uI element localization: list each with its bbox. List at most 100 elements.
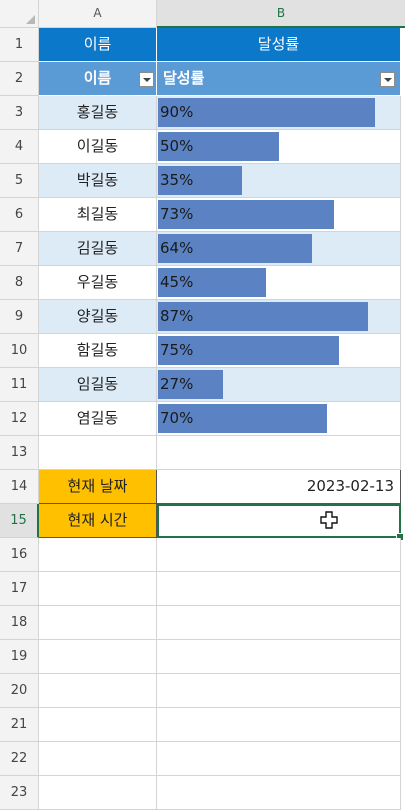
- empty-cell[interactable]: [157, 674, 401, 708]
- name-cell[interactable]: 김길동: [39, 232, 157, 266]
- rate-value: 64%: [160, 239, 194, 257]
- header-rate-label: 달성률: [163, 69, 205, 87]
- row-number[interactable]: 13: [0, 436, 39, 470]
- empty-cell[interactable]: [157, 538, 401, 572]
- name-cell[interactable]: 최길동: [39, 198, 157, 232]
- empty-cell[interactable]: [39, 640, 157, 674]
- row-number[interactable]: 7: [0, 232, 39, 266]
- name-cell[interactable]: 양길동: [39, 300, 157, 334]
- sheet-row: 13: [0, 436, 405, 470]
- row-number[interactable]: 12: [0, 402, 39, 436]
- name-cell[interactable]: 임길동: [39, 368, 157, 402]
- data-bar: [158, 98, 375, 127]
- sheet-row: 18: [0, 606, 405, 640]
- rate-cell[interactable]: 70%: [157, 402, 401, 436]
- current-time-label-cell[interactable]: 현재 시간: [39, 504, 157, 538]
- empty-cell[interactable]: [157, 640, 401, 674]
- header-name-cell[interactable]: 이름: [39, 62, 157, 96]
- sheet-row: 3 홍길동 90%: [0, 96, 405, 130]
- sheet-row: 8 우길동 45%: [0, 266, 405, 300]
- rate-cell[interactable]: 90%: [157, 96, 401, 130]
- sheet-row: 7 김길동 64%: [0, 232, 405, 266]
- rate-value: 73%: [160, 205, 194, 223]
- empty-cell[interactable]: [157, 742, 401, 776]
- name-cell[interactable]: 우길동: [39, 266, 157, 300]
- empty-cell[interactable]: [157, 436, 401, 470]
- empty-cell[interactable]: [157, 572, 401, 606]
- title-name-cell[interactable]: 이름: [39, 28, 157, 62]
- rate-cell[interactable]: 73%: [157, 198, 401, 232]
- row-number[interactable]: 10: [0, 334, 39, 368]
- rate-value: 90%: [160, 103, 194, 121]
- row-number[interactable]: 8: [0, 266, 39, 300]
- row-number[interactable]: 6: [0, 198, 39, 232]
- rate-cell[interactable]: 35%: [157, 164, 401, 198]
- row-number[interactable]: 2: [0, 62, 39, 96]
- empty-cell[interactable]: [39, 776, 157, 810]
- row-number[interactable]: 19: [0, 640, 39, 674]
- row-number[interactable]: 14: [0, 470, 39, 504]
- column-header-b[interactable]: B: [157, 0, 405, 28]
- rate-cell[interactable]: 75%: [157, 334, 401, 368]
- empty-cell[interactable]: [157, 708, 401, 742]
- empty-cell[interactable]: [39, 674, 157, 708]
- empty-cell[interactable]: [39, 572, 157, 606]
- row-number[interactable]: 9: [0, 300, 39, 334]
- row-number[interactable]: 21: [0, 708, 39, 742]
- empty-cell[interactable]: [39, 606, 157, 640]
- row-number[interactable]: 3: [0, 96, 39, 130]
- row-number[interactable]: 11: [0, 368, 39, 402]
- empty-cell[interactable]: [39, 708, 157, 742]
- row-number[interactable]: 22: [0, 742, 39, 776]
- current-date-value-cell[interactable]: 2023-02-13: [157, 470, 401, 504]
- rate-value: 45%: [160, 273, 194, 291]
- name-cell[interactable]: 박길동: [39, 164, 157, 198]
- data-bar: [158, 268, 266, 297]
- filter-dropdown-icon[interactable]: [139, 72, 154, 87]
- row-number[interactable]: 15: [0, 504, 39, 538]
- empty-cell[interactable]: [157, 776, 401, 810]
- sheet-row: 20: [0, 674, 405, 708]
- row-number[interactable]: 18: [0, 606, 39, 640]
- data-bar: [158, 302, 368, 331]
- name-cell[interactable]: 함길동: [39, 334, 157, 368]
- sheet-row: 23: [0, 776, 405, 810]
- rate-cell[interactable]: 50%: [157, 130, 401, 164]
- empty-cell[interactable]: [39, 742, 157, 776]
- row-number[interactable]: 5: [0, 164, 39, 198]
- empty-cell[interactable]: [39, 538, 157, 572]
- sheet-row: 11 임길동 27%: [0, 368, 405, 402]
- current-date-label-cell[interactable]: 현재 날짜: [39, 470, 157, 504]
- name-cell[interactable]: 홍길동: [39, 96, 157, 130]
- rate-cell[interactable]: 45%: [157, 266, 401, 300]
- rate-value: 75%: [160, 341, 194, 359]
- data-bar: [158, 132, 279, 161]
- rate-cell[interactable]: 87%: [157, 300, 401, 334]
- rate-value: 35%: [160, 171, 194, 189]
- row-number[interactable]: 23: [0, 776, 39, 810]
- name-cell[interactable]: 이길동: [39, 130, 157, 164]
- data-bar: [158, 166, 242, 195]
- data-bar: [158, 404, 327, 433]
- sheet-row: 17: [0, 572, 405, 606]
- row-number[interactable]: 17: [0, 572, 39, 606]
- current-time-value-cell[interactable]: [157, 504, 404, 541]
- title-rate-cell[interactable]: 달성률: [157, 28, 401, 62]
- rate-cell[interactable]: 27%: [157, 368, 401, 402]
- rate-cell[interactable]: 64%: [157, 232, 401, 266]
- row-number[interactable]: 1: [0, 28, 39, 62]
- column-header-a[interactable]: A: [39, 0, 157, 28]
- header-name-label: 이름: [83, 69, 112, 87]
- name-cell[interactable]: 염길동: [39, 402, 157, 436]
- row-number[interactable]: 4: [0, 130, 39, 164]
- filter-dropdown-icon[interactable]: [380, 72, 395, 87]
- row-number[interactable]: 16: [0, 538, 39, 572]
- row-number[interactable]: 20: [0, 674, 39, 708]
- empty-cell[interactable]: [157, 606, 401, 640]
- data-bar: [158, 200, 334, 229]
- header-rate-cell[interactable]: 달성률: [157, 62, 401, 96]
- empty-cell[interactable]: [39, 436, 157, 470]
- select-all-corner[interactable]: [0, 0, 39, 28]
- rate-value: 50%: [160, 137, 194, 155]
- sheet-row: 10 함길동 75%: [0, 334, 405, 368]
